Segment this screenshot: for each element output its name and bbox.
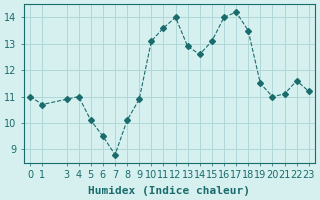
X-axis label: Humidex (Indice chaleur): Humidex (Indice chaleur) — [89, 186, 251, 196]
